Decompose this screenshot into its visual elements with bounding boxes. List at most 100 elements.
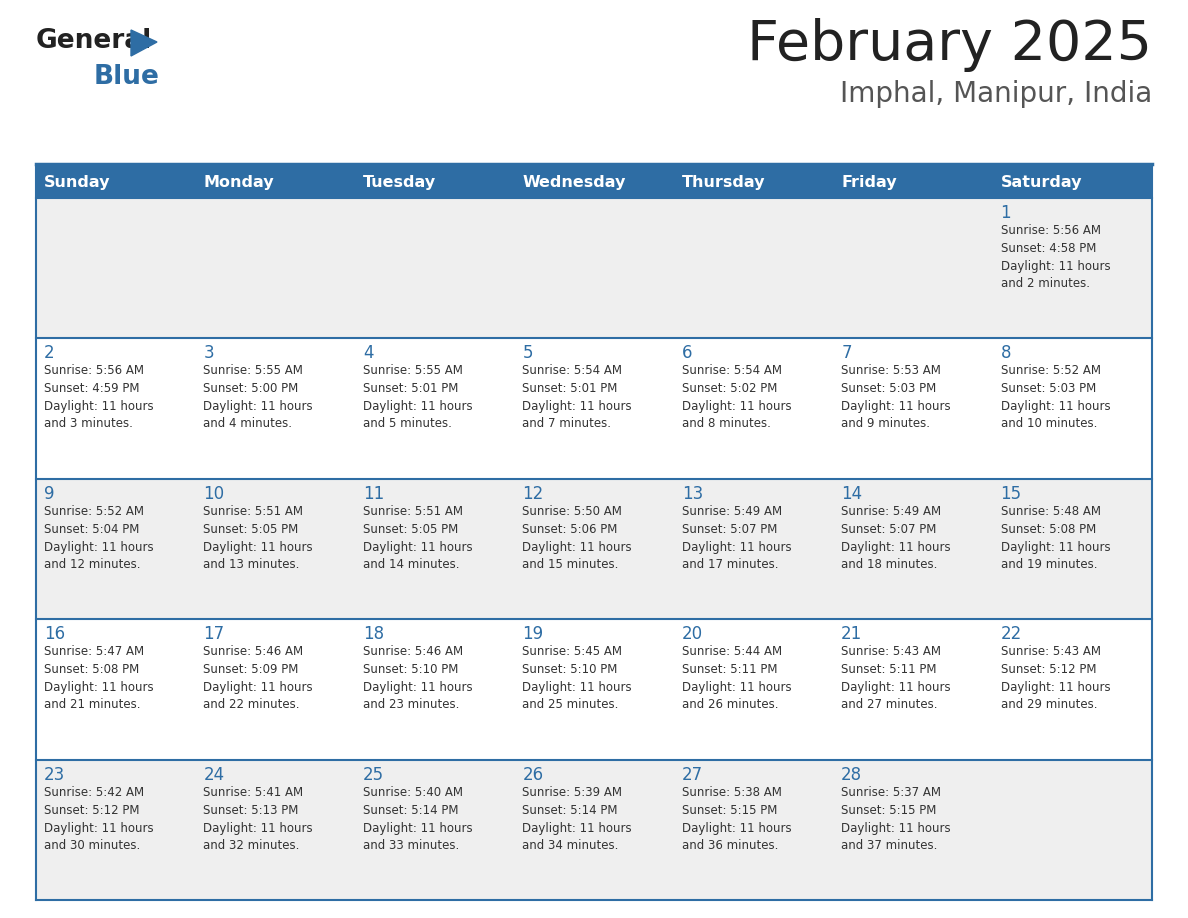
Text: Daylight: 11 hours
and 34 minutes.: Daylight: 11 hours and 34 minutes. [523, 822, 632, 852]
Text: Sunset: 5:05 PM: Sunset: 5:05 PM [362, 522, 459, 536]
Bar [36, 339, 1152, 479]
Text: Daylight: 11 hours
and 10 minutes.: Daylight: 11 hours and 10 minutes. [1000, 400, 1111, 431]
Text: Sunset: 5:04 PM: Sunset: 5:04 PM [44, 522, 139, 536]
Text: Sunrise: 5:40 AM: Sunrise: 5:40 AM [362, 786, 463, 799]
Text: Sunset: 5:13 PM: Sunset: 5:13 PM [203, 803, 299, 817]
Text: Sunrise: 5:54 AM: Sunrise: 5:54 AM [523, 364, 623, 377]
Bar [36, 198, 1152, 339]
Text: 21: 21 [841, 625, 862, 644]
Text: 27: 27 [682, 766, 703, 784]
Text: Daylight: 11 hours
and 19 minutes.: Daylight: 11 hours and 19 minutes. [1000, 541, 1111, 571]
Text: Imphal, Manipur, India: Imphal, Manipur, India [840, 80, 1152, 108]
Text: Daylight: 11 hours
and 23 minutes.: Daylight: 11 hours and 23 minutes. [362, 681, 473, 711]
Text: Daylight: 11 hours
and 29 minutes.: Daylight: 11 hours and 29 minutes. [1000, 681, 1111, 711]
Text: 9: 9 [44, 485, 55, 503]
Text: 4: 4 [362, 344, 373, 363]
Text: Sunrise: 5:45 AM: Sunrise: 5:45 AM [523, 645, 623, 658]
Text: Sunrise: 5:50 AM: Sunrise: 5:50 AM [523, 505, 623, 518]
Text: 20: 20 [682, 625, 703, 644]
Text: Daylight: 11 hours
and 18 minutes.: Daylight: 11 hours and 18 minutes. [841, 541, 950, 571]
Text: Sunrise: 5:44 AM: Sunrise: 5:44 AM [682, 645, 782, 658]
Text: Sunset: 5:12 PM: Sunset: 5:12 PM [44, 803, 139, 817]
Text: Daylight: 11 hours
and 15 minutes.: Daylight: 11 hours and 15 minutes. [523, 541, 632, 571]
Text: 13: 13 [682, 485, 703, 503]
Text: Sunrise: 5:46 AM: Sunrise: 5:46 AM [203, 645, 304, 658]
Text: Sunset: 5:01 PM: Sunset: 5:01 PM [523, 383, 618, 396]
Text: Sunset: 5:01 PM: Sunset: 5:01 PM [362, 383, 459, 396]
Text: Sunset: 5:03 PM: Sunset: 5:03 PM [1000, 383, 1095, 396]
Text: Daylight: 11 hours
and 30 minutes.: Daylight: 11 hours and 30 minutes. [44, 822, 153, 852]
Text: Daylight: 11 hours
and 12 minutes.: Daylight: 11 hours and 12 minutes. [44, 541, 153, 571]
Text: Sunset: 5:14 PM: Sunset: 5:14 PM [523, 803, 618, 817]
Text: Sunset: 5:09 PM: Sunset: 5:09 PM [203, 663, 299, 677]
Text: 18: 18 [362, 625, 384, 644]
Text: Tuesday: Tuesday [362, 174, 436, 189]
Text: February 2025: February 2025 [747, 18, 1152, 72]
Text: 12: 12 [523, 485, 544, 503]
Text: Sunset: 5:10 PM: Sunset: 5:10 PM [362, 663, 459, 677]
Text: Sunset: 5:03 PM: Sunset: 5:03 PM [841, 383, 936, 396]
Text: 23: 23 [44, 766, 65, 784]
Text: Daylight: 11 hours
and 4 minutes.: Daylight: 11 hours and 4 minutes. [203, 400, 314, 431]
Text: Sunrise: 5:46 AM: Sunrise: 5:46 AM [362, 645, 463, 658]
Text: Daylight: 11 hours
and 9 minutes.: Daylight: 11 hours and 9 minutes. [841, 400, 950, 431]
Text: Sunset: 5:15 PM: Sunset: 5:15 PM [841, 803, 936, 817]
Text: Daylight: 11 hours
and 13 minutes.: Daylight: 11 hours and 13 minutes. [203, 541, 314, 571]
Text: Sunrise: 5:48 AM: Sunrise: 5:48 AM [1000, 505, 1100, 518]
Text: 25: 25 [362, 766, 384, 784]
Text: Sunrise: 5:47 AM: Sunrise: 5:47 AM [44, 645, 144, 658]
Text: Daylight: 11 hours
and 2 minutes.: Daylight: 11 hours and 2 minutes. [1000, 260, 1111, 290]
Text: Sunset: 5:00 PM: Sunset: 5:00 PM [203, 383, 298, 396]
Text: Sunset: 5:12 PM: Sunset: 5:12 PM [1000, 663, 1097, 677]
Text: Sunrise: 5:51 AM: Sunrise: 5:51 AM [203, 505, 303, 518]
Text: Sunset: 5:07 PM: Sunset: 5:07 PM [841, 522, 936, 536]
Text: Saturday: Saturday [1000, 174, 1082, 189]
Text: 19: 19 [523, 625, 543, 644]
Text: Sunrise: 5:55 AM: Sunrise: 5:55 AM [362, 364, 463, 377]
Text: 3: 3 [203, 344, 214, 363]
Text: Daylight: 11 hours
and 25 minutes.: Daylight: 11 hours and 25 minutes. [523, 681, 632, 711]
Text: 26: 26 [523, 766, 543, 784]
Text: Sunset: 4:58 PM: Sunset: 4:58 PM [1000, 242, 1097, 255]
Text: 28: 28 [841, 766, 862, 784]
Text: Sunset: 5:14 PM: Sunset: 5:14 PM [362, 803, 459, 817]
Text: Thursday: Thursday [682, 174, 765, 189]
Text: Daylight: 11 hours
and 8 minutes.: Daylight: 11 hours and 8 minutes. [682, 400, 791, 431]
Text: Sunset: 5:02 PM: Sunset: 5:02 PM [682, 383, 777, 396]
Text: 5: 5 [523, 344, 532, 363]
Text: 8: 8 [1000, 344, 1011, 363]
Text: Sunset: 5:10 PM: Sunset: 5:10 PM [523, 663, 618, 677]
Text: General: General [36, 28, 152, 54]
Text: Sunrise: 5:53 AM: Sunrise: 5:53 AM [841, 364, 941, 377]
Text: 14: 14 [841, 485, 862, 503]
Text: Sunrise: 5:41 AM: Sunrise: 5:41 AM [203, 786, 304, 799]
Text: Sunset: 5:05 PM: Sunset: 5:05 PM [203, 522, 298, 536]
Text: 22: 22 [1000, 625, 1022, 644]
Text: Sunrise: 5:52 AM: Sunrise: 5:52 AM [44, 505, 144, 518]
Polygon shape [131, 30, 157, 56]
Text: Sunrise: 5:39 AM: Sunrise: 5:39 AM [523, 786, 623, 799]
Text: Daylight: 11 hours
and 37 minutes.: Daylight: 11 hours and 37 minutes. [841, 822, 950, 852]
Text: 11: 11 [362, 485, 384, 503]
Text: Monday: Monday [203, 174, 274, 189]
Text: Daylight: 11 hours
and 27 minutes.: Daylight: 11 hours and 27 minutes. [841, 681, 950, 711]
Text: Sunset: 5:08 PM: Sunset: 5:08 PM [44, 663, 139, 677]
Text: 15: 15 [1000, 485, 1022, 503]
Bar [36, 620, 1152, 759]
Text: Sunrise: 5:52 AM: Sunrise: 5:52 AM [1000, 364, 1100, 377]
Text: Sunrise: 5:43 AM: Sunrise: 5:43 AM [1000, 645, 1100, 658]
Text: Daylight: 11 hours
and 36 minutes.: Daylight: 11 hours and 36 minutes. [682, 822, 791, 852]
Text: Sunset: 5:07 PM: Sunset: 5:07 PM [682, 522, 777, 536]
Text: Sunset: 5:06 PM: Sunset: 5:06 PM [523, 522, 618, 536]
Text: Sunrise: 5:38 AM: Sunrise: 5:38 AM [682, 786, 782, 799]
Text: 1: 1 [1000, 204, 1011, 222]
Text: Daylight: 11 hours
and 33 minutes.: Daylight: 11 hours and 33 minutes. [362, 822, 473, 852]
Text: 24: 24 [203, 766, 225, 784]
Text: Sunrise: 5:43 AM: Sunrise: 5:43 AM [841, 645, 941, 658]
Bar [36, 759, 1152, 900]
Text: Friday: Friday [841, 174, 897, 189]
Text: Wednesday: Wednesday [523, 174, 626, 189]
Text: Sunset: 5:08 PM: Sunset: 5:08 PM [1000, 522, 1095, 536]
Text: 10: 10 [203, 485, 225, 503]
Text: 17: 17 [203, 625, 225, 644]
